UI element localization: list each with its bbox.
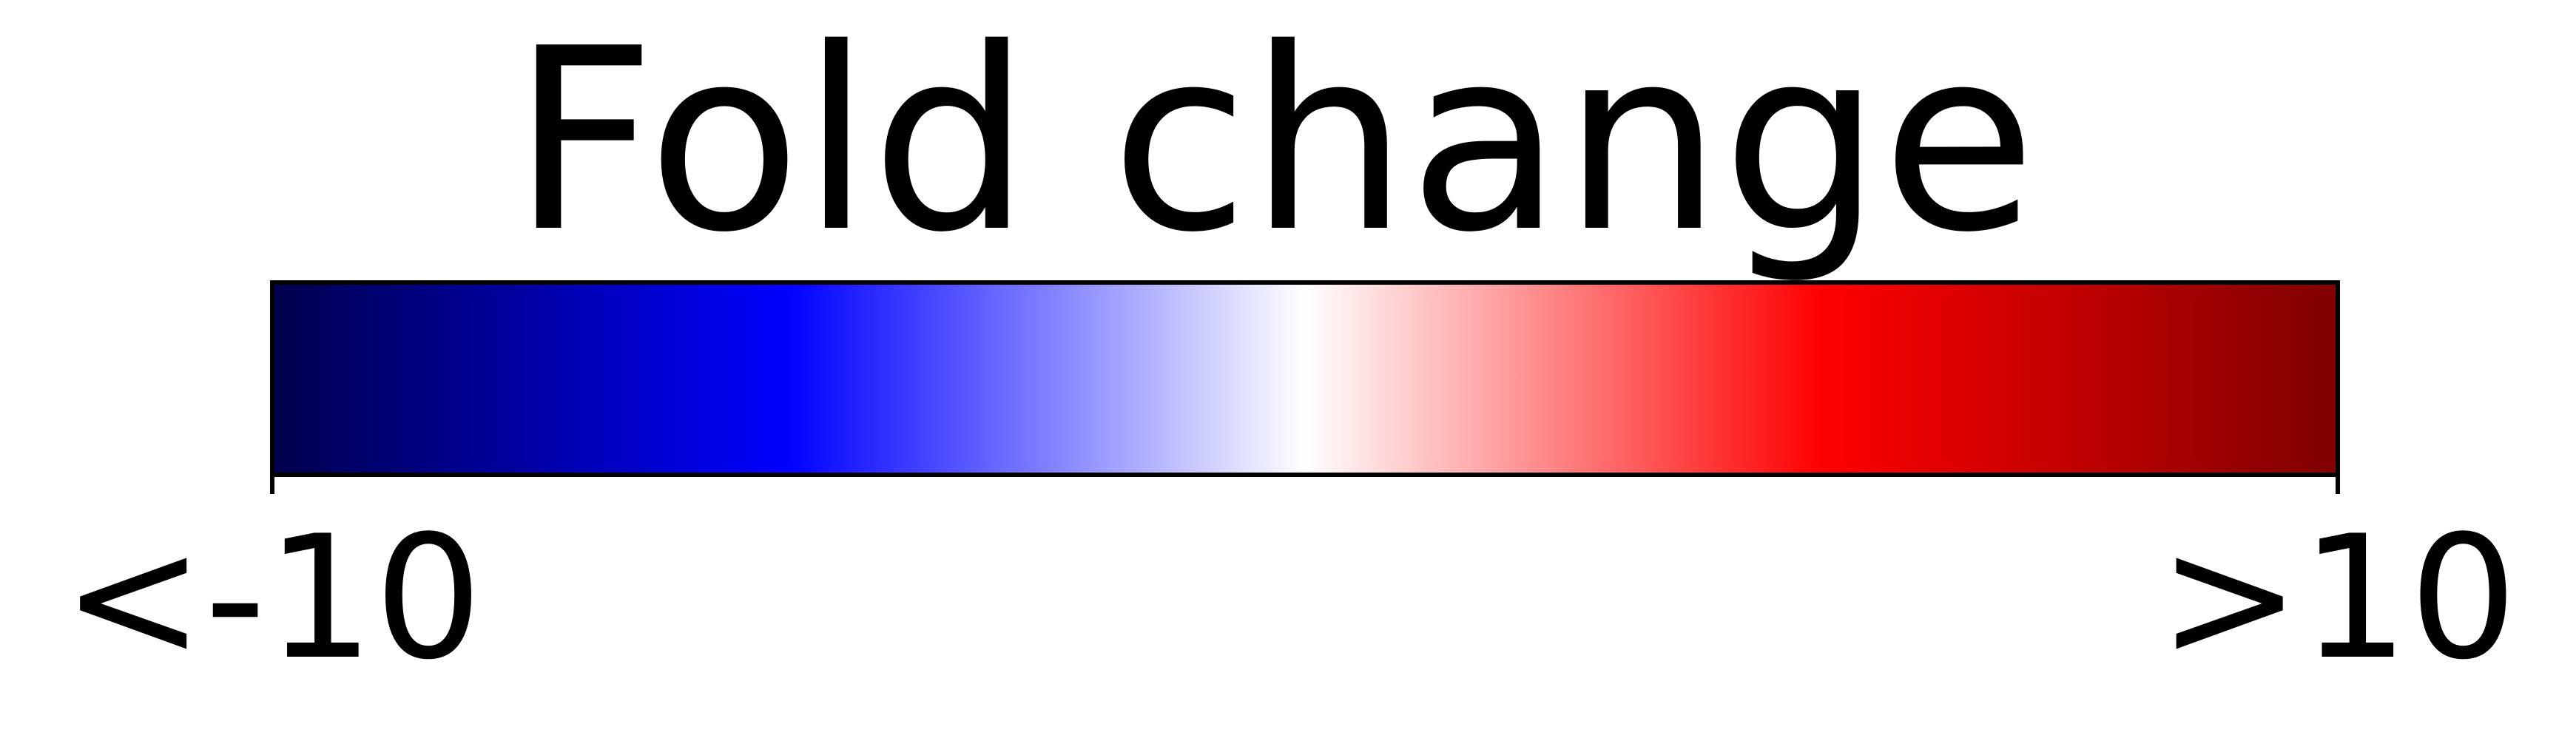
colorbar-ticks: <-10 >10 xyxy=(62,475,2518,697)
colorbar-gradient-bar xyxy=(270,280,2340,477)
colorbar-tick-label-0: <-10 xyxy=(62,500,482,697)
colorbar-title: Fold change xyxy=(511,0,2036,288)
colorbar-tick-label-1: >10 xyxy=(2158,500,2517,697)
